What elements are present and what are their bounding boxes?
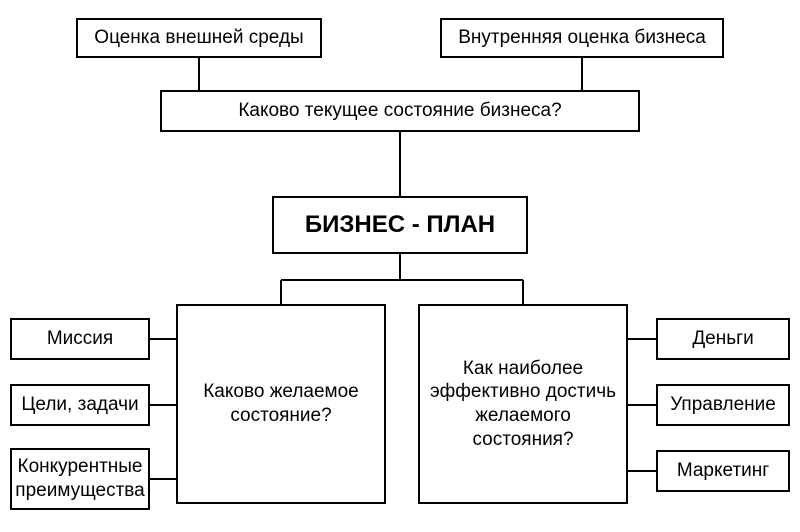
node-label: Как наиболее эффективно достичь желаемог… bbox=[428, 357, 618, 452]
node-label: Цели, задачи bbox=[21, 393, 138, 417]
node-label: Внутренняя оценка бизнеса bbox=[458, 26, 706, 50]
node-current-state-question: Каково текущее состояние бизнеса? bbox=[160, 90, 640, 132]
node-label: БИЗНЕС - ПЛАН bbox=[305, 210, 495, 240]
business-plan-flowchart: Оценка внешней среды Внутренняя оценка б… bbox=[0, 0, 800, 532]
node-goals: Цели, задачи bbox=[10, 384, 150, 426]
node-label: Каково желаемое состояние? bbox=[186, 380, 376, 428]
node-label: Маркетинг bbox=[677, 459, 769, 483]
node-management: Управление bbox=[656, 384, 790, 426]
node-label: Каково текущее состояние бизнеса? bbox=[238, 99, 561, 123]
node-business-plan: БИЗНЕС - ПЛАН bbox=[272, 196, 528, 254]
node-label: Оценка внешней среды bbox=[94, 26, 303, 50]
node-mission: Миссия bbox=[10, 318, 150, 360]
node-external-assessment: Оценка внешней среды bbox=[76, 18, 322, 58]
node-label: Управление bbox=[670, 393, 776, 417]
node-competitive-advantage: Конкурентные преимущества bbox=[10, 448, 150, 510]
node-money: Деньги bbox=[656, 318, 790, 360]
node-label: Деньги bbox=[692, 327, 753, 351]
node-desired-state-question: Каково желаемое состояние? bbox=[176, 304, 386, 504]
node-internal-assessment: Внутренняя оценка бизнеса bbox=[440, 18, 724, 58]
node-marketing: Маркетинг bbox=[656, 450, 790, 492]
node-how-to-achieve-question: Как наиболее эффективно достичь желаемог… bbox=[418, 304, 628, 504]
node-label: Конкурентные преимущества bbox=[15, 455, 144, 503]
node-label: Миссия bbox=[47, 327, 113, 351]
